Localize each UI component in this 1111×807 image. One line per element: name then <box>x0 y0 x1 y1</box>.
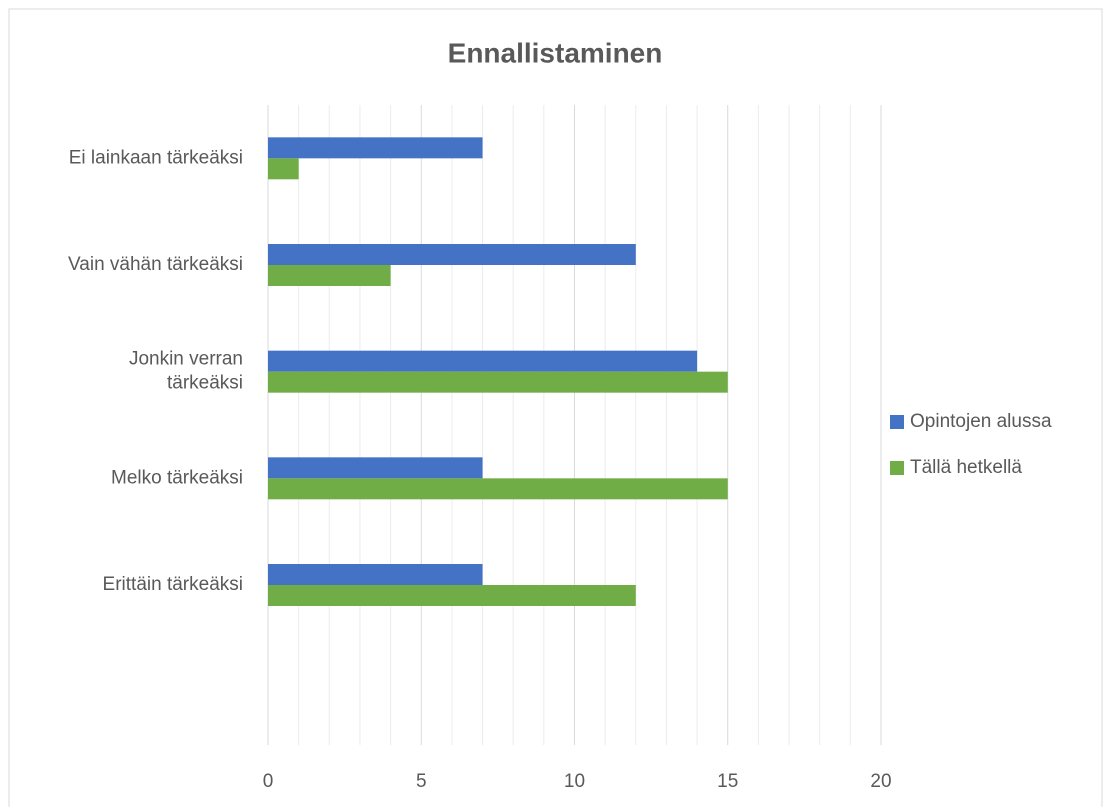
y-tick-label: Erittäin tärkeäksi <box>103 574 243 595</box>
x-tick-label: 5 <box>416 771 427 792</box>
bar <box>268 265 391 286</box>
x-tick-label: 15 <box>717 771 738 792</box>
y-tick-label: Vain vähän tärkeäksi <box>68 254 243 275</box>
bar <box>268 585 636 606</box>
x-tick-label: 0 <box>263 771 274 792</box>
bar <box>268 244 636 265</box>
legend-swatch <box>890 461 904 475</box>
bar <box>268 478 728 500</box>
y-tick-label: Ei lainkaan tärkeäksi <box>69 147 243 168</box>
x-tick-label: 10 <box>564 771 585 792</box>
legend-label: Opintojen alussa <box>910 411 1052 432</box>
y-tick-label: Melko tärkeäksi <box>111 467 243 488</box>
bar <box>268 564 483 585</box>
y-tick-label: Jonkin verran tärkeäksi <box>129 349 243 394</box>
bar <box>268 457 483 479</box>
chart-border <box>8 8 1103 807</box>
legend-swatch <box>890 415 904 429</box>
bar <box>268 350 698 372</box>
bar <box>268 158 299 180</box>
chart-title: Ennallistaminen <box>448 37 663 68</box>
x-tick-label: 20 <box>870 771 891 792</box>
bar <box>268 371 728 393</box>
bar <box>268 137 483 159</box>
legend-label: Tällä hetkellä <box>910 457 1022 478</box>
